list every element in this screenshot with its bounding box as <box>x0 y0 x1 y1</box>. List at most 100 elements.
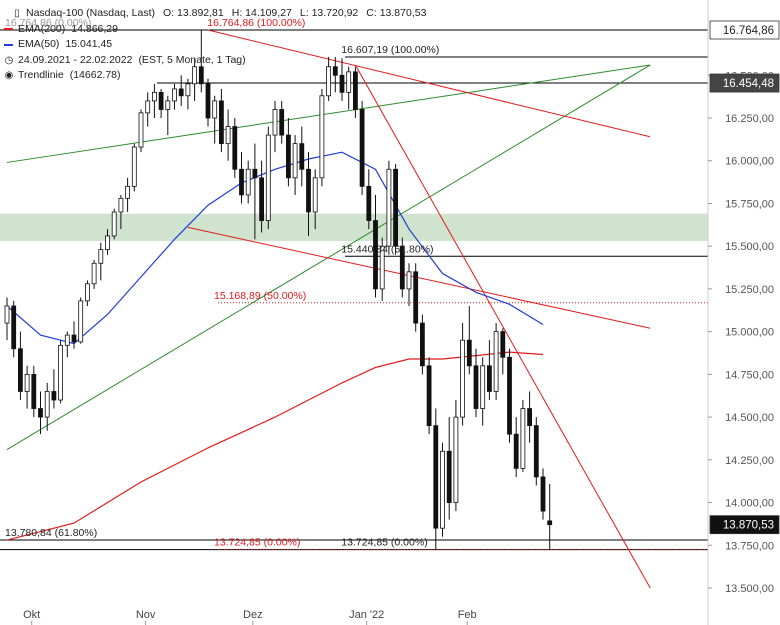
candle <box>151 83 157 118</box>
ohlc-close: C: 13.870,53 <box>366 7 427 19</box>
candle <box>426 357 432 435</box>
candle <box>540 468 546 520</box>
candle <box>433 408 439 550</box>
legend-ema200[interactable]: EMA(200) 14.866,29 <box>4 22 426 38</box>
candle-body-down <box>393 168 399 247</box>
candle-body-down <box>205 83 211 119</box>
candle <box>386 160 392 255</box>
candle-body-up <box>91 262 97 285</box>
candle <box>507 348 512 443</box>
candle-body-down <box>38 408 43 418</box>
price-badge: 13.870,53 <box>709 515 780 535</box>
y-tick-label: 14.250,00 <box>725 455 774 467</box>
price-badge: 16.764,86 <box>709 20 780 40</box>
candle <box>379 237 385 301</box>
candle <box>158 88 164 118</box>
fib-label: 15.440,84 (61.80%) <box>341 243 433 255</box>
candle-body-up <box>245 168 251 196</box>
fib-label: 13.780,84 (61.80%) <box>5 527 97 539</box>
candle <box>245 160 251 204</box>
trend-line <box>354 64 651 589</box>
legend-trendline[interactable]: ◉ Trendlinie (14662.78) <box>4 68 426 84</box>
price-badge-box <box>709 20 780 40</box>
candle <box>212 95 218 144</box>
candle <box>24 365 30 409</box>
fib-annotations: 16.764,86 (0.00%) 16.764,86 (100.00%) 16.6… <box>5 17 439 549</box>
candle <box>339 58 345 101</box>
candle-body-down <box>466 339 472 367</box>
ema200-line <box>6 351 544 541</box>
candle-body-down <box>259 177 265 221</box>
candle-body-up <box>125 185 130 199</box>
candle <box>413 263 419 332</box>
candle <box>172 83 177 110</box>
candle <box>78 297 84 344</box>
candle-body-up <box>185 83 191 97</box>
x-tick-label: Okt <box>23 609 40 621</box>
candle-body-down <box>527 408 532 427</box>
candle <box>58 340 63 404</box>
candle-body-down <box>339 74 345 93</box>
candle-body-up <box>493 331 499 392</box>
candle <box>332 56 338 93</box>
ema200-label: EMA(200) <box>18 22 66 35</box>
trend-line <box>207 29 651 138</box>
candle <box>352 66 358 118</box>
candle-body-up <box>138 112 144 148</box>
candle-body-up <box>78 300 84 343</box>
candle-body-down <box>218 100 224 145</box>
candle-body-up <box>292 143 298 179</box>
candle <box>373 194 378 298</box>
candle-body-up <box>118 197 124 213</box>
ema200-value: 14.866,29 <box>71 22 118 35</box>
candle <box>44 382 50 431</box>
candle <box>205 78 211 127</box>
candle-body-up <box>4 305 10 324</box>
candle-body-up <box>520 408 526 469</box>
candle <box>279 100 285 144</box>
candle-body-up <box>265 134 271 221</box>
candle <box>299 126 305 187</box>
x-tick-label: Dez <box>243 609 263 621</box>
candle <box>466 305 472 375</box>
candle-body-down <box>426 365 432 427</box>
candle <box>11 300 17 358</box>
candle <box>64 331 70 358</box>
candle-body-up <box>58 344 63 401</box>
candle-body-down <box>419 322 425 367</box>
price-badges: 16.764,86 16.454,48 13.870,53 <box>709 20 780 535</box>
y-tick-label: 16.250,00 <box>725 113 774 125</box>
y-tick-label: 16.000,00 <box>725 156 774 168</box>
legend-ema50[interactable]: EMA(50) 15.041,45 <box>4 37 426 53</box>
candle-body-up <box>379 245 385 290</box>
candle <box>105 229 110 255</box>
candle-body-down <box>279 109 285 136</box>
ema50-value: 15.041,45 <box>65 38 113 50</box>
candle <box>178 75 184 107</box>
candle <box>513 417 519 477</box>
candle-body-down <box>232 126 238 170</box>
candle <box>527 391 532 443</box>
candle <box>359 100 365 195</box>
candle-body-down <box>359 109 365 187</box>
candle-body-down <box>507 356 512 435</box>
candle-body-down <box>158 91 164 110</box>
ohlc-open: O: 13.892,81 <box>163 7 224 19</box>
y-tick-label: 14.500,00 <box>725 412 774 424</box>
candle-body-down <box>239 168 244 196</box>
candle-body-down <box>332 66 338 76</box>
fib-label: 16.764,86 (100.00%) <box>207 17 305 29</box>
trendline-label: Trendlinie <box>18 69 64 81</box>
candle <box>460 323 466 426</box>
ema200-swatch <box>4 28 13 31</box>
candle-body-up <box>453 416 459 503</box>
candle <box>500 328 506 375</box>
trend-line <box>187 226 651 329</box>
candle-body-up <box>111 211 117 237</box>
candle-body-up <box>145 100 151 114</box>
candle <box>31 365 37 418</box>
candle <box>51 369 57 409</box>
candle <box>165 95 171 136</box>
candle <box>547 483 553 551</box>
